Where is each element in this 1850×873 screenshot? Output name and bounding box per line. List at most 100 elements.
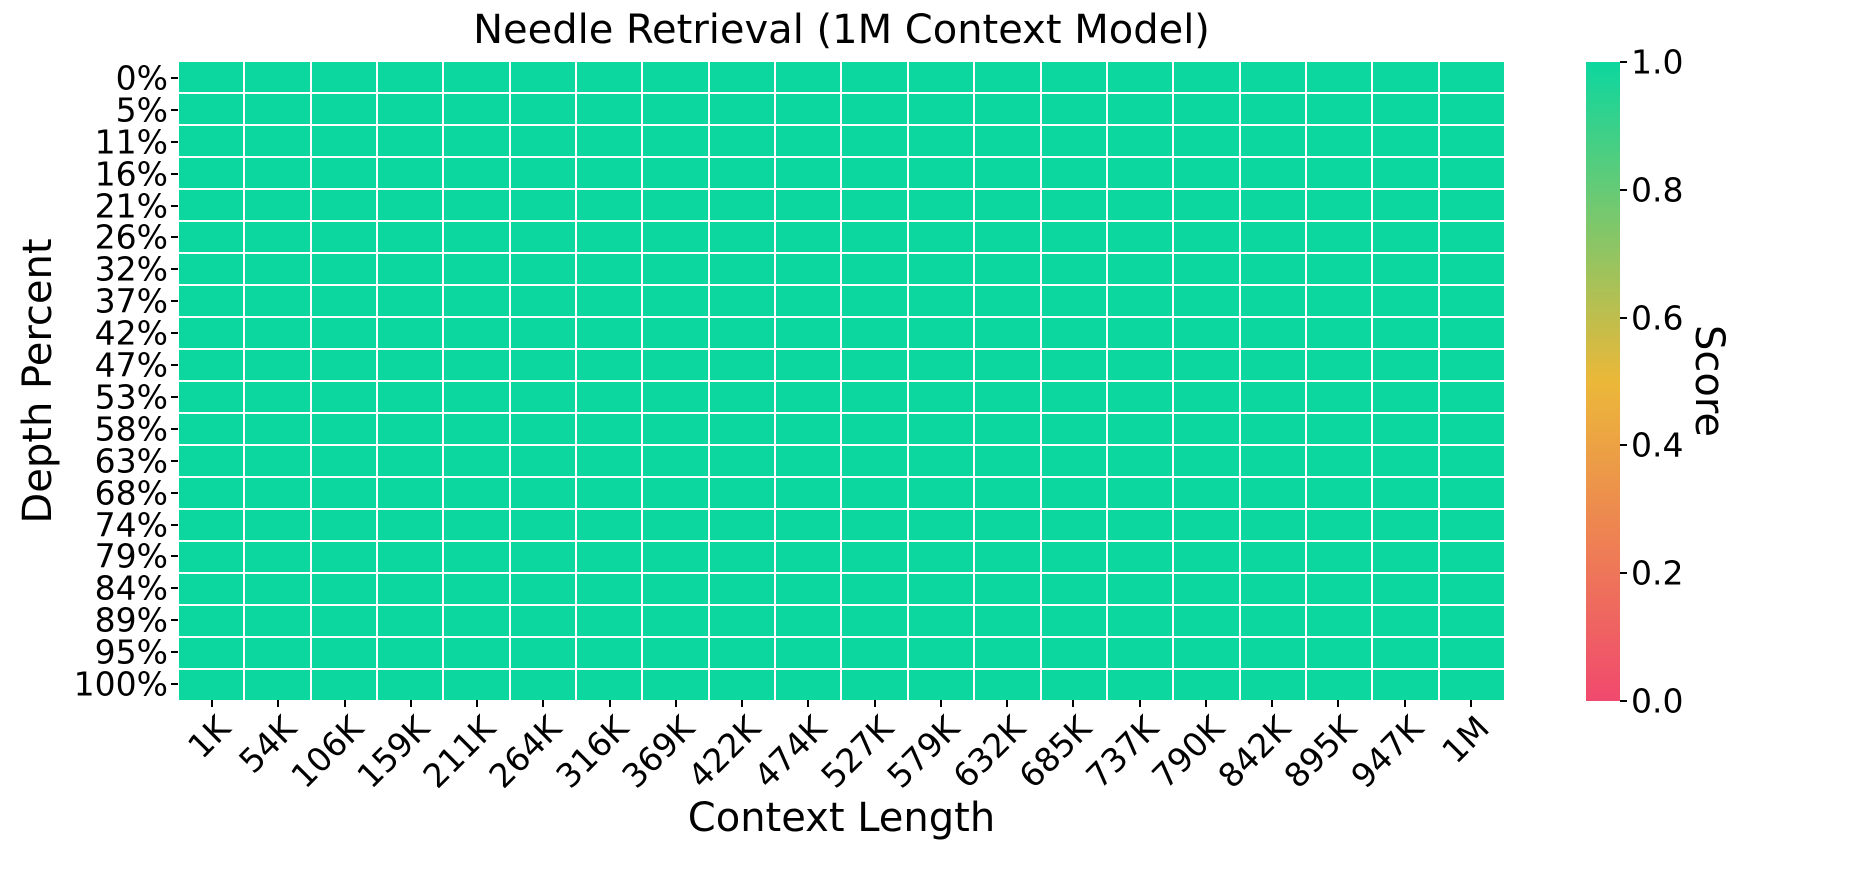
heatmap-cell <box>643 94 708 124</box>
heatmap-cell <box>975 606 1040 636</box>
heatmap-cell <box>179 446 244 476</box>
heatmap-cell <box>179 190 244 220</box>
heatmap-cell <box>975 574 1040 604</box>
x-tick-mark <box>1006 700 1009 707</box>
heatmap-cell <box>709 606 775 636</box>
heatmap-cell <box>1439 382 1504 412</box>
heatmap-cell <box>1174 670 1239 700</box>
heatmap-cell <box>709 254 775 284</box>
heatmap-cell <box>577 638 642 668</box>
heatmap-cell <box>1240 94 1305 124</box>
heatmap-cell <box>1041 62 1106 92</box>
heatmap-cell <box>510 382 576 412</box>
heatmap-cell <box>1174 62 1239 92</box>
heatmap-cell <box>776 254 841 284</box>
heatmap-cell <box>510 254 576 284</box>
heatmap-cell <box>378 62 443 92</box>
heatmap-cell <box>179 638 244 668</box>
heatmap-cell <box>776 126 841 156</box>
y-tick-label: 53% <box>94 377 168 417</box>
heatmap-cell <box>776 318 841 348</box>
x-tick-mark <box>1204 700 1207 707</box>
y-tick-mark <box>171 459 178 462</box>
x-tick-label: 527K <box>812 708 901 796</box>
heatmap-cell <box>776 446 841 476</box>
heatmap-cell <box>577 574 642 604</box>
heatmap-cell <box>1107 126 1173 156</box>
heatmap-cell <box>1240 350 1305 380</box>
heatmap-cell <box>1306 414 1372 444</box>
y-tick-mark <box>171 204 178 207</box>
heatmap-cell <box>510 190 576 220</box>
heatmap-cell <box>1041 318 1106 348</box>
heatmap-cell <box>245 446 310 476</box>
heatmap-cell <box>1439 254 1504 284</box>
heatmap-cell <box>1306 350 1372 380</box>
heatmap-cell <box>776 158 841 188</box>
heatmap-cell <box>1373 638 1438 668</box>
heatmap-cell <box>378 350 443 380</box>
y-tick-mark <box>171 427 178 430</box>
heatmap-cell <box>179 510 244 540</box>
heatmap-cell <box>1174 222 1239 252</box>
heatmap-cell <box>1107 286 1173 316</box>
heatmap-cell <box>1107 542 1173 572</box>
heatmap-cell <box>444 382 509 412</box>
heatmap-cell <box>643 254 708 284</box>
heatmap-cell <box>179 126 244 156</box>
heatmap-cell <box>842 158 907 188</box>
y-tick-label: 42% <box>94 313 168 353</box>
heatmap-cell <box>776 190 841 220</box>
x-tick-label: 579K <box>879 708 967 796</box>
heatmap-cell <box>1107 158 1173 188</box>
heatmap-cell <box>709 510 775 540</box>
y-tick-label: 100% <box>73 664 168 704</box>
x-tick-mark <box>674 700 677 707</box>
y-tick-label: 95% <box>94 632 168 672</box>
heatmap-cell <box>1373 190 1438 220</box>
heatmap-cell <box>311 542 377 572</box>
heatmap-cell <box>1174 574 1239 604</box>
heatmap-cell <box>709 190 775 220</box>
heatmap-cell <box>444 62 509 92</box>
heatmap-cell <box>1107 94 1173 124</box>
heatmap-cell <box>709 574 775 604</box>
heatmap-cell <box>1306 286 1372 316</box>
heatmap-cell <box>1107 222 1173 252</box>
heatmap-cell <box>776 574 841 604</box>
heatmap-cell <box>908 318 974 348</box>
heatmap-cell <box>1041 382 1106 412</box>
heatmap-cell <box>444 510 509 540</box>
heatmap-cell <box>908 606 974 636</box>
heatmap-cell <box>1373 222 1438 252</box>
colorbar-tick-label: 1.0 <box>1631 42 1684 82</box>
heatmap-cell <box>908 62 974 92</box>
heatmap-cell <box>444 478 509 508</box>
y-tick-mark <box>171 555 178 558</box>
colorbar-tick-mark <box>1620 700 1627 702</box>
heatmap-cell <box>1041 350 1106 380</box>
heatmap-cell <box>378 478 443 508</box>
heatmap-cell <box>1373 158 1438 188</box>
heatmap-cell <box>245 510 310 540</box>
heatmap-cell <box>311 670 377 700</box>
heatmap-cell <box>975 318 1040 348</box>
heatmap-cell <box>1439 350 1504 380</box>
colorbar-tick-mark <box>1620 444 1627 447</box>
heatmap-cell <box>1306 62 1372 92</box>
heatmap-cell <box>378 638 443 668</box>
heatmap-cell <box>1439 670 1504 700</box>
heatmap-cell <box>1041 222 1106 252</box>
heatmap-cell <box>577 158 642 188</box>
heatmap-cell <box>776 414 841 444</box>
x-tick-label: 1M <box>1434 708 1497 771</box>
heatmap-cell <box>709 542 775 572</box>
heatmap-cell <box>1041 414 1106 444</box>
heatmap-cell <box>179 254 244 284</box>
y-tick-label: 68% <box>94 473 168 513</box>
heatmap-cell <box>643 222 708 252</box>
heatmap-cell <box>1306 222 1372 252</box>
heatmap-cell <box>444 414 509 444</box>
heatmap-cell <box>1306 670 1372 700</box>
heatmap-cell <box>975 478 1040 508</box>
